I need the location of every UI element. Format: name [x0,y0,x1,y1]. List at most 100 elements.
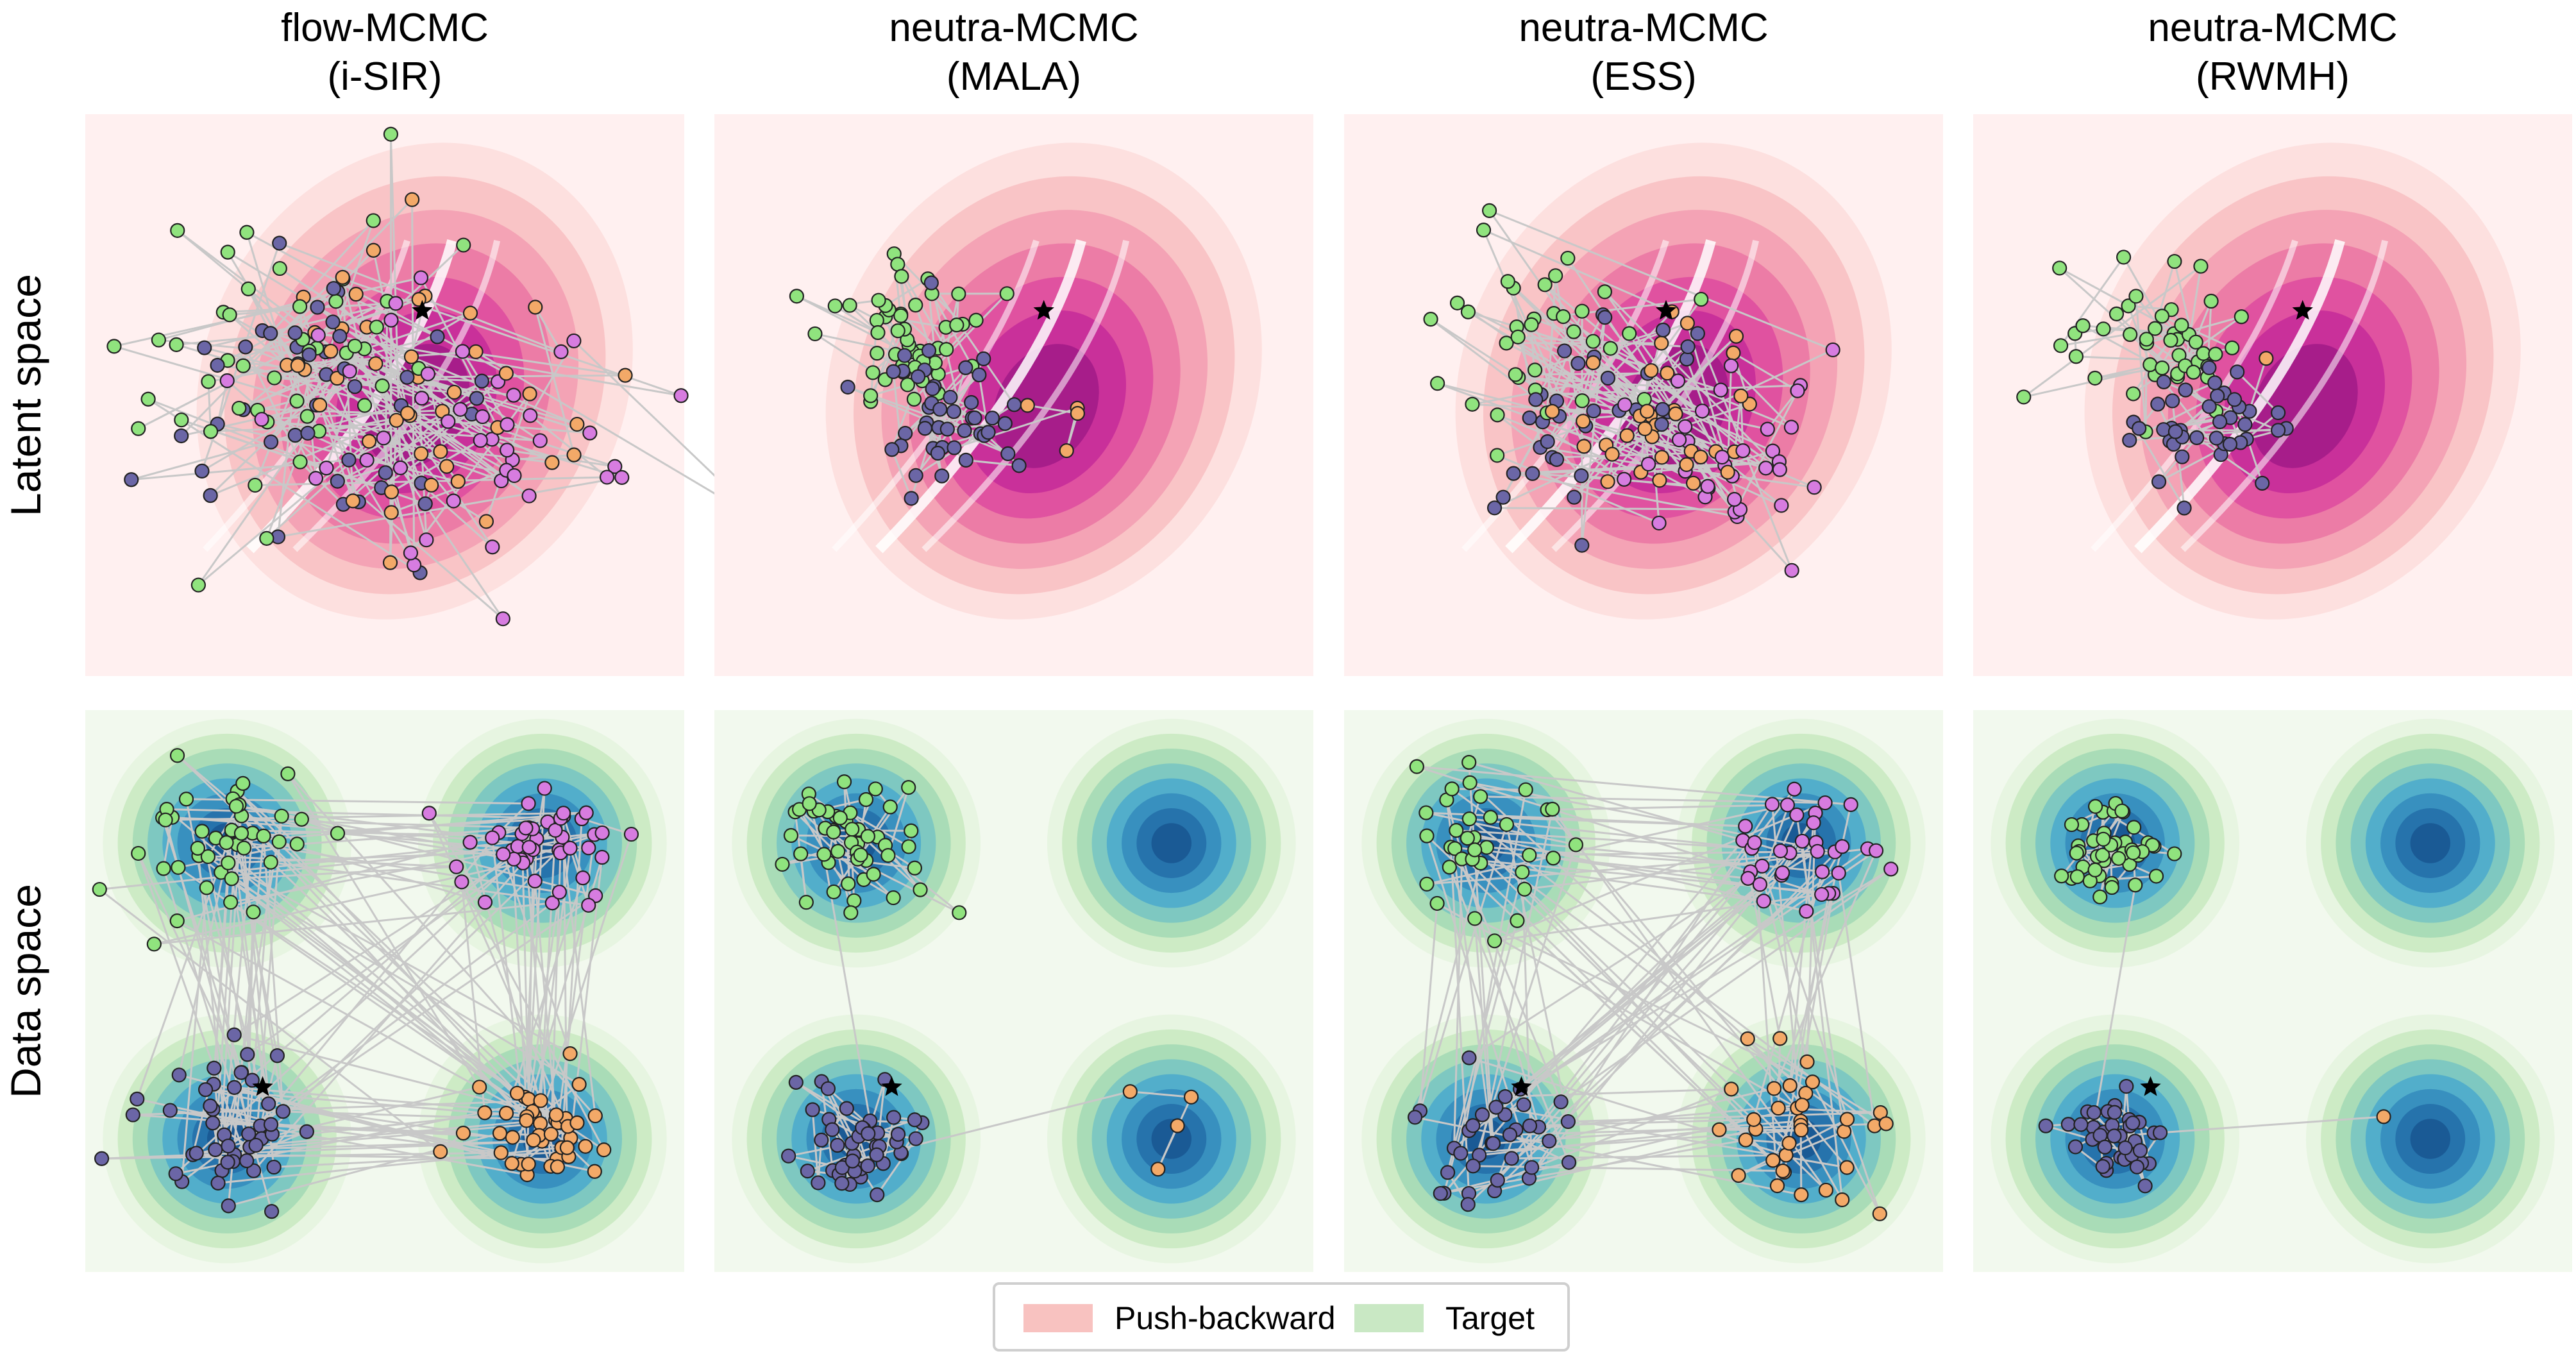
sample-point [866,867,881,882]
sample-point [1713,382,1728,398]
sample-point [420,366,435,382]
sample-point [210,1175,226,1191]
sample-point [2259,351,2274,366]
sample-point [566,447,582,462]
sample-point [1769,1178,1785,1194]
sample-point [2121,298,2136,314]
sample-point [800,1163,815,1179]
sample-point [221,855,236,870]
trajectory-segment [796,295,879,334]
sample-point [1746,1112,1762,1127]
trajectory-segment [2172,382,2216,402]
sample-point [1868,843,1884,858]
sample-point [1883,861,1899,877]
trajectory-segment [1740,396,1744,451]
panel-latent-mala [714,114,1313,676]
sample-point [151,332,166,348]
sample-point [1506,466,1521,481]
sample-point [1462,775,1477,790]
trajectory-segment [240,815,527,1121]
sample-point [908,298,923,313]
sample-point [543,1126,559,1142]
sample-point [1522,847,1537,863]
sample-point [1726,345,1741,360]
sample-point [224,871,239,886]
sample-point [233,1065,249,1080]
sample-point [261,1096,276,1112]
trajectory-segment [1472,403,1594,412]
trajectory-segment [1517,336,1536,391]
sample-point [569,416,585,432]
column-title-mala: neutra-MCMC (MALA) [712,4,1315,101]
sample-point [478,514,494,529]
sample-point [1738,1132,1753,1148]
trajectory-segment [137,852,248,1162]
trajectory-segment [180,199,413,437]
trajectory-segment [1494,507,1740,511]
trajectory-segment [133,1099,541,1116]
sample-point [908,468,923,483]
sample-point [269,1048,285,1064]
sample-point [798,895,814,910]
sample-point [2176,500,2192,516]
sample-point [1433,1185,1448,1201]
sample-point [594,825,610,841]
trajectory-segment [1130,1090,1191,1098]
sample-point [1694,291,1709,307]
sample-point [551,885,567,900]
trajectory-segment [215,817,561,839]
trajectory-segment [2161,315,2233,349]
trajectory-segment [1497,414,1558,461]
sample-point [1784,563,1799,578]
sample-point [2095,847,2110,863]
sample-point [548,1107,564,1123]
sample-point [870,346,885,361]
sample-point [521,488,537,504]
sample-point [332,328,348,344]
sample-point [1419,876,1435,892]
sample-point [789,289,804,304]
sample-point [238,339,253,355]
trajectory-segment [1551,808,1827,1191]
sample-point [1461,811,1477,827]
sample-points [2038,795,2391,1194]
sample-point [1430,376,1445,391]
sample-point [1545,801,1560,817]
sample-point [958,452,973,468]
sample-point [233,826,249,841]
sample-point [1497,1089,1513,1105]
sample-point [921,343,937,359]
sample-point [357,398,373,413]
sample-points [2016,250,2294,516]
trajectory-lines [114,134,765,620]
sample-point [417,496,433,511]
sample-point [834,1160,850,1175]
sample-point [1756,894,1771,909]
sample-point [1490,448,1505,463]
column-title-line2: (i-SIR) [327,55,442,99]
sample-point [2104,879,2119,895]
sample-point [403,545,419,561]
trajectory-segment [226,811,587,844]
sample-point [287,427,303,443]
sample-points [1407,754,1899,1221]
sample-point [1473,789,1488,804]
sample-point [1542,1133,1557,1149]
sample-point [923,275,939,291]
sample-point [1651,515,1667,531]
sample-point [2139,332,2154,347]
sample-point [1020,398,1035,413]
sample-point [1490,1173,1505,1188]
sample-point [842,298,857,313]
sample-point [170,223,185,238]
sample-points [1423,203,1840,578]
sample-point [2114,803,2130,818]
sample-point [901,839,916,854]
sample-point [2167,253,2182,269]
sample-point [2054,869,2069,884]
sample-point [1637,391,1652,407]
trajectory-segment [1468,847,1869,1131]
sample-point [1553,1094,1569,1110]
sample-point [869,1147,884,1163]
sample-point [1738,818,1753,834]
